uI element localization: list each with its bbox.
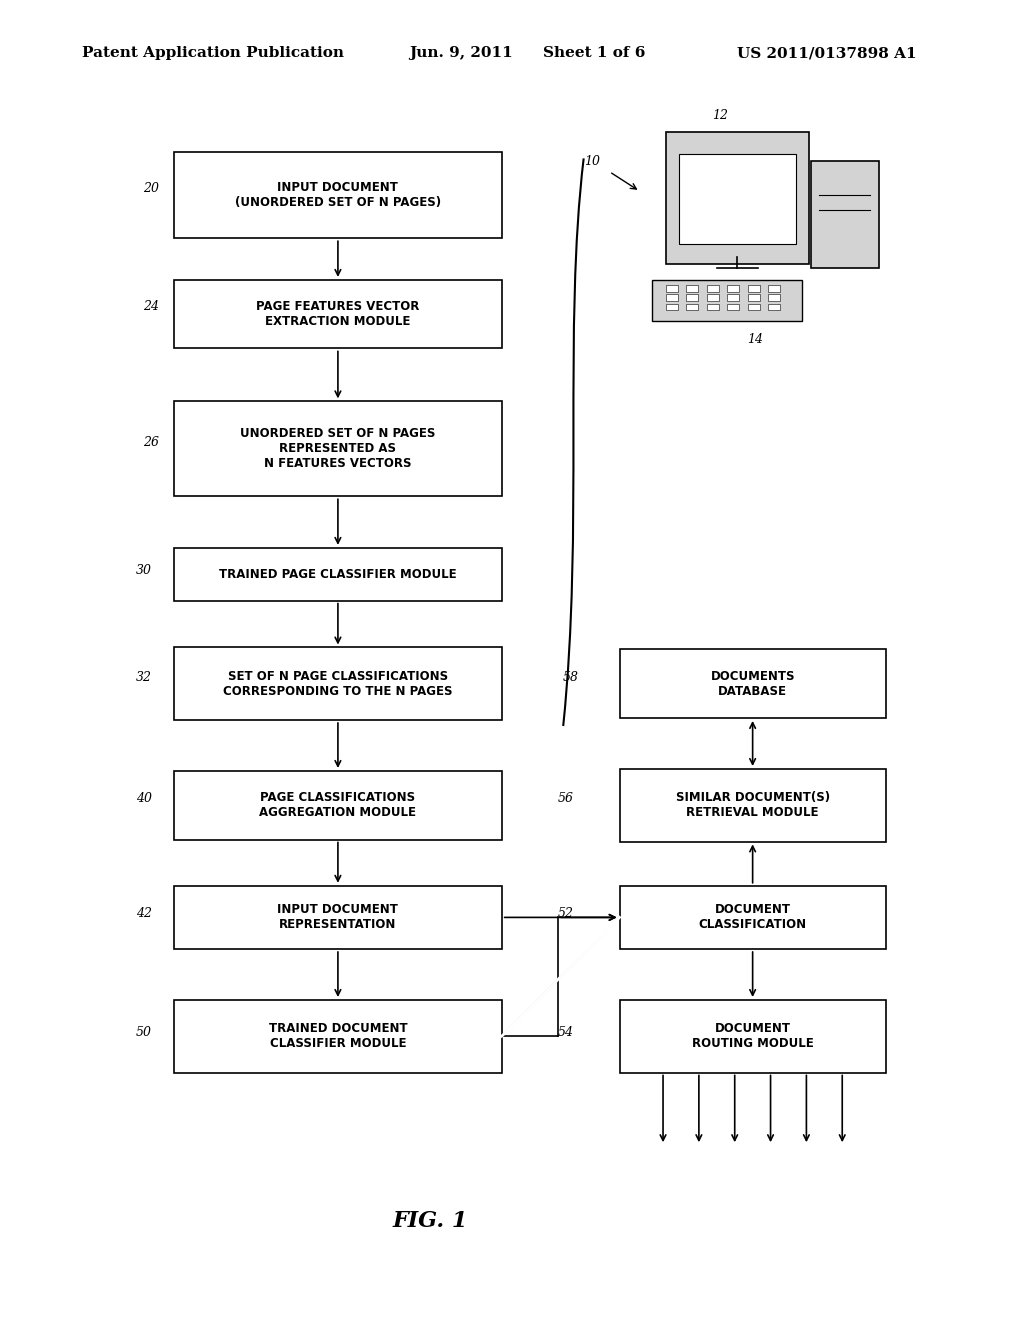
Text: FIG. 1: FIG. 1 [392, 1210, 468, 1232]
FancyBboxPatch shape [666, 294, 678, 301]
FancyBboxPatch shape [727, 304, 739, 310]
FancyBboxPatch shape [686, 294, 698, 301]
Text: DOCUMENT
CLASSIFICATION: DOCUMENT CLASSIFICATION [698, 903, 807, 932]
Text: 52: 52 [557, 907, 573, 920]
FancyBboxPatch shape [174, 648, 502, 721]
FancyBboxPatch shape [174, 152, 502, 238]
Text: 30: 30 [135, 564, 152, 577]
FancyBboxPatch shape [174, 886, 502, 949]
FancyBboxPatch shape [748, 294, 760, 301]
Text: PAGE FEATURES VECTOR
EXTRACTION MODULE: PAGE FEATURES VECTOR EXTRACTION MODULE [256, 300, 420, 329]
Text: 14: 14 [748, 333, 764, 346]
FancyBboxPatch shape [174, 1001, 502, 1072]
Text: TRAINED DOCUMENT
CLASSIFIER MODULE: TRAINED DOCUMENT CLASSIFIER MODULE [268, 1022, 408, 1051]
FancyBboxPatch shape [174, 548, 502, 601]
FancyBboxPatch shape [707, 285, 719, 292]
Text: 50: 50 [135, 1026, 152, 1039]
Text: 54: 54 [557, 1026, 573, 1039]
Text: US 2011/0137898 A1: US 2011/0137898 A1 [737, 46, 916, 61]
Text: 10: 10 [584, 154, 600, 168]
Text: 20: 20 [142, 182, 159, 195]
Text: 26: 26 [142, 436, 159, 449]
FancyBboxPatch shape [768, 294, 780, 301]
FancyBboxPatch shape [620, 1001, 886, 1072]
Text: TRAINED PAGE CLASSIFIER MODULE: TRAINED PAGE CLASSIFIER MODULE [219, 568, 457, 581]
Text: 32: 32 [135, 671, 152, 684]
FancyBboxPatch shape [748, 285, 760, 292]
FancyBboxPatch shape [707, 294, 719, 301]
FancyBboxPatch shape [666, 304, 678, 310]
FancyBboxPatch shape [811, 161, 879, 268]
FancyBboxPatch shape [679, 154, 796, 244]
Text: UNORDERED SET OF N PAGES
REPRESENTED AS
N FEATURES VECTORS: UNORDERED SET OF N PAGES REPRESENTED AS … [241, 428, 435, 470]
Text: Jun. 9, 2011: Jun. 9, 2011 [410, 46, 513, 61]
Text: INPUT DOCUMENT
REPRESENTATION: INPUT DOCUMENT REPRESENTATION [278, 903, 398, 932]
Text: DOCUMENT
ROUTING MODULE: DOCUMENT ROUTING MODULE [692, 1022, 813, 1051]
FancyBboxPatch shape [620, 768, 886, 842]
FancyBboxPatch shape [768, 304, 780, 310]
Text: SET OF N PAGE CLASSIFICATIONS
CORRESPONDING TO THE N PAGES: SET OF N PAGE CLASSIFICATIONS CORRESPOND… [223, 669, 453, 698]
FancyBboxPatch shape [727, 294, 739, 301]
Text: Patent Application Publication: Patent Application Publication [82, 46, 344, 61]
FancyBboxPatch shape [727, 285, 739, 292]
FancyBboxPatch shape [748, 304, 760, 310]
Text: 40: 40 [135, 792, 152, 805]
Text: 58: 58 [562, 671, 579, 684]
Text: 56: 56 [557, 792, 573, 805]
FancyBboxPatch shape [686, 304, 698, 310]
Text: 42: 42 [135, 907, 152, 920]
Text: SIMILAR DOCUMENT(S)
RETRIEVAL MODULE: SIMILAR DOCUMENT(S) RETRIEVAL MODULE [676, 791, 829, 820]
FancyBboxPatch shape [174, 401, 502, 496]
Text: 12: 12 [712, 108, 728, 121]
FancyBboxPatch shape [686, 285, 698, 292]
FancyBboxPatch shape [707, 304, 719, 310]
FancyBboxPatch shape [768, 285, 780, 292]
Text: 24: 24 [142, 300, 159, 313]
FancyBboxPatch shape [620, 649, 886, 718]
FancyBboxPatch shape [652, 280, 802, 321]
Text: Sheet 1 of 6: Sheet 1 of 6 [543, 46, 645, 61]
FancyBboxPatch shape [174, 771, 502, 840]
FancyBboxPatch shape [666, 132, 809, 264]
Text: DOCUMENTS
DATABASE: DOCUMENTS DATABASE [711, 669, 795, 698]
Text: INPUT DOCUMENT
(UNORDERED SET OF N PAGES): INPUT DOCUMENT (UNORDERED SET OF N PAGES… [234, 181, 441, 210]
FancyBboxPatch shape [620, 886, 886, 949]
FancyBboxPatch shape [174, 280, 502, 348]
Text: PAGE CLASSIFICATIONS
AGGREGATION MODULE: PAGE CLASSIFICATIONS AGGREGATION MODULE [259, 791, 417, 820]
FancyBboxPatch shape [666, 285, 678, 292]
